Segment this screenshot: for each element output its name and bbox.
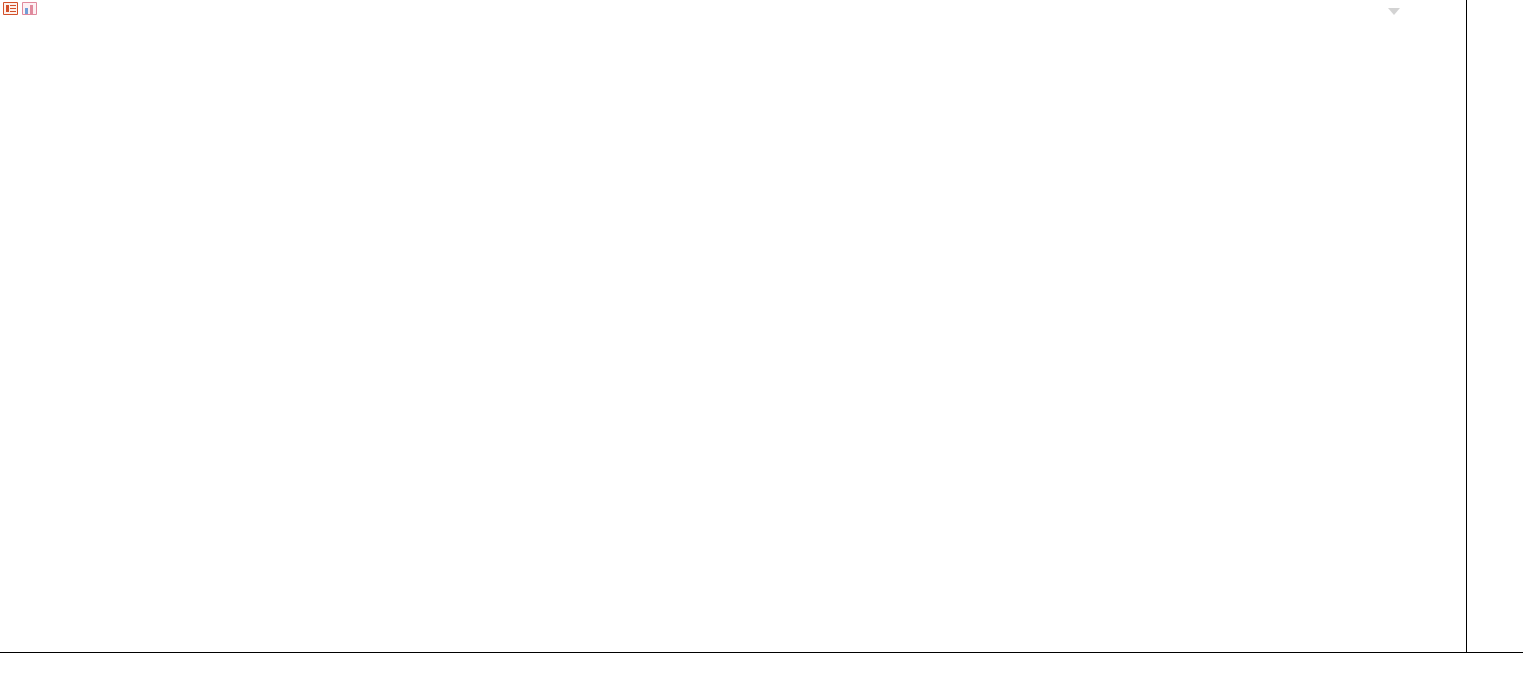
time-tick-strip [0, 653, 1466, 660]
time-axis[interactable] [0, 652, 1523, 681]
price-axis[interactable] [1466, 0, 1523, 652]
watermark-text [0, 0, 1466, 652]
chart-top-marker-icon [1388, 2, 1400, 15]
chart-plot-area[interactable] [0, 0, 1466, 652]
